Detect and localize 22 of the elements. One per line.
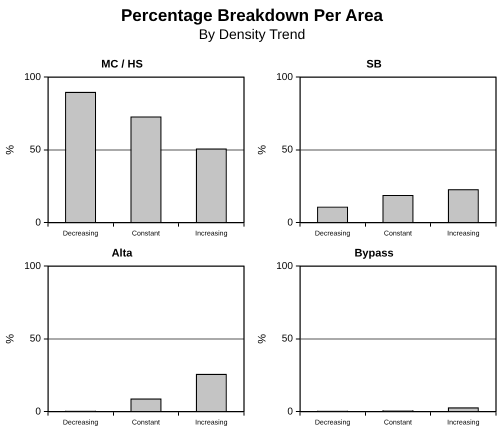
chart-title: SB: [366, 58, 382, 71]
y-axis-title: %: [256, 334, 269, 344]
y-axis-title: %: [256, 144, 269, 155]
chart-title: Bypass: [354, 248, 394, 260]
y-axis-title: %: [4, 144, 17, 155]
y-tick-label: 0: [35, 217, 42, 228]
y-tick-label: 100: [276, 260, 294, 272]
chart-title: Alta: [112, 248, 134, 260]
y-tick-label: 0: [287, 217, 294, 228]
y-tick-label: 50: [30, 334, 42, 345]
y-tick-label: 100: [24, 260, 42, 272]
y-tick-label: 0: [287, 406, 294, 418]
text: By Density Trend: [198, 26, 306, 42]
y-tick-label: 100: [24, 72, 42, 83]
chart-title: MC / HS: [101, 58, 143, 71]
y-tick-label: 100: [276, 72, 294, 83]
y-tick-label: 50: [282, 144, 294, 156]
y-tick-label: 0: [35, 406, 42, 418]
y-tick-label: 50: [282, 334, 294, 345]
y-axis-title: %: [4, 334, 17, 344]
text: Percentage Breakdown Per Area: [120, 6, 384, 26]
y-tick-label: 50: [30, 144, 42, 156]
